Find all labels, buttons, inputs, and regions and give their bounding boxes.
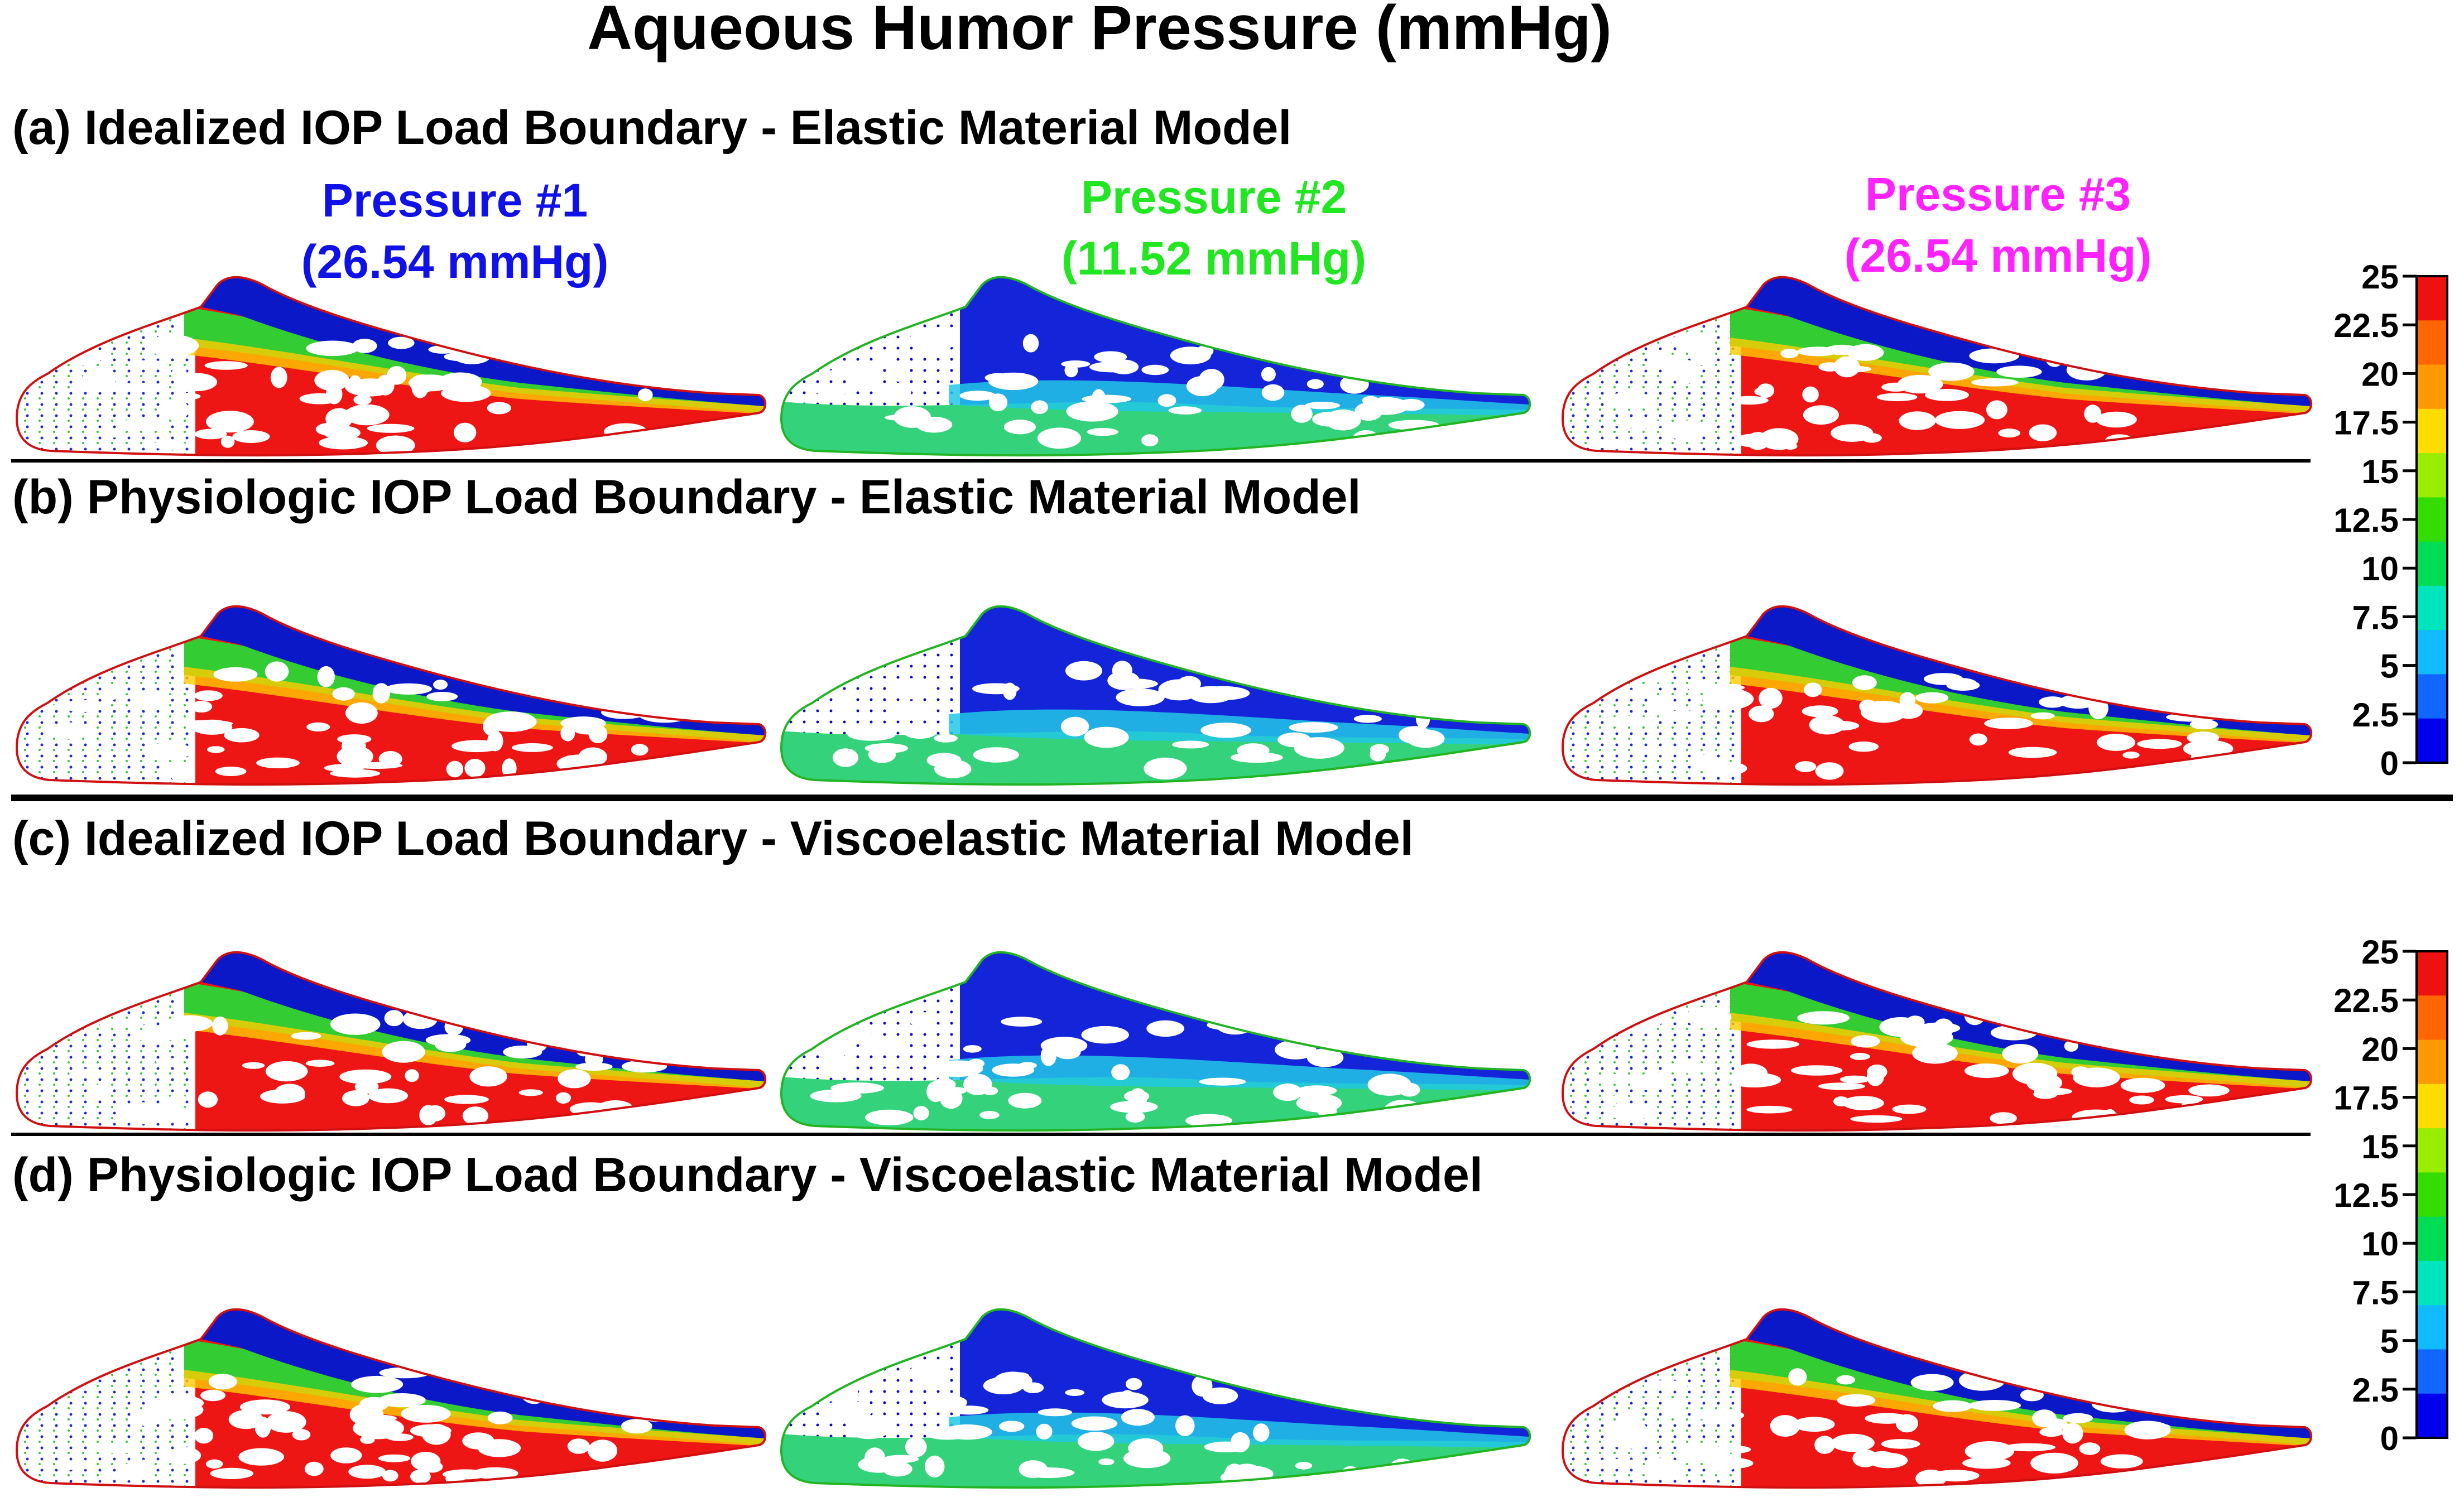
- column-label-pressure-2: Pressure #2: [1081, 171, 1347, 223]
- pressure-map-panel-b-col-2: [780, 605, 1531, 786]
- colorbar-bottom-swatch: [2417, 1260, 2447, 1306]
- colorbar-top: 25 22.5 20 17.5 15 12.5 10 7.5 5 2.5 0: [2333, 258, 2448, 782]
- colorbar-bottom-tick-label: 12.5: [2333, 1177, 2399, 1214]
- colorbar-top-swatch: [2417, 630, 2447, 675]
- colorbar-top-tick-label: 0: [2380, 745, 2399, 782]
- colorbar-bottom-swatch: [2417, 1128, 2447, 1173]
- colorbar-bottom-swatch: [2417, 1349, 2447, 1394]
- colorbar-top-tick-label: 10: [2361, 550, 2399, 588]
- colorbar-bottom-tick-label: 17.5: [2333, 1080, 2399, 1117]
- colorbar-top-tick-label: 22.5: [2333, 307, 2399, 344]
- colorbar-top-swatch: [2417, 541, 2447, 586]
- column-value-pressure-2: (11.52 mmHg): [1062, 232, 1366, 285]
- colorbar-top-swatch: [2417, 674, 2447, 719]
- colorbar-top-tick-label: 15: [2361, 453, 2399, 490]
- colorbar-top-tick-label: 17.5: [2333, 405, 2399, 442]
- colorbar-bottom-tick-label: 15: [2361, 1128, 2399, 1166]
- colorbar-bottom-swatch: [2417, 951, 2447, 996]
- column-label-pressure-1: Pressure #1: [322, 174, 588, 227]
- pressure-map-panel-a-col-1: [15, 276, 767, 457]
- pressure-map-panel-c-col-1: [15, 951, 767, 1132]
- colorbar-top-swatch: [2417, 408, 2447, 454]
- colorbar-bottom-tick-label: 5: [2380, 1323, 2399, 1360]
- column-label-pressure-3: Pressure #3: [1865, 168, 2131, 220]
- pressure-map-panel-d-col-3: [1561, 1308, 2313, 1489]
- pressure-map-panel-d-col-1: [15, 1308, 767, 1489]
- colorbar-top-swatch: [2417, 718, 2447, 763]
- colorbar-bottom-tick-label: 22.5: [2333, 982, 2399, 1019]
- colorbar-top-tick-label: 7.5: [2352, 599, 2399, 636]
- colorbar-bottom-swatch: [2417, 1393, 2447, 1438]
- colorbar-top-swatch: [2417, 276, 2447, 321]
- colorbar-top-swatch: [2417, 497, 2447, 542]
- colorbar-bottom-swatch: [2417, 1305, 2447, 1350]
- pressure-map-panel-c-col-2: [780, 951, 1531, 1132]
- colorbar-bottom-tick-label: 20: [2361, 1031, 2399, 1068]
- colorbar-bottom-tick-label: 25: [2361, 933, 2399, 971]
- pressure-map-panel-a-col-3: [1561, 276, 2313, 457]
- colorbar-bottom-tick-label: 0: [2380, 1420, 2399, 1457]
- figure-title: Aqueous Humor Pressure (mmHg): [587, 0, 1612, 62]
- colorbar-bottom: 25 22.5 20 17.5 15 12.5 10 7.5 5 2.5 0: [2333, 933, 2448, 1457]
- colorbar-top-swatch: [2417, 364, 2447, 410]
- colorbar-bottom-tick-label: 7.5: [2352, 1274, 2399, 1311]
- colorbar-bottom-swatch: [2417, 1039, 2447, 1085]
- colorbar-top-swatch: [2417, 453, 2447, 498]
- colorbar-top-tick-label: 12.5: [2333, 502, 2399, 539]
- colorbar-top-tick-label: 25: [2361, 258, 2399, 296]
- colorbar-bottom-swatch: [2417, 1216, 2447, 1262]
- pressure-maps: [15, 276, 2313, 1489]
- colorbar-top-tick-label: 20: [2361, 355, 2399, 393]
- panel-c-label: (c) Idealized IOP Load Boundary - Viscoe…: [12, 812, 1414, 865]
- colorbar-top-tick-label: 5: [2380, 648, 2399, 685]
- pressure-map-panel-d-col-2: [780, 1308, 1531, 1489]
- panel-a-label: (a) Idealized IOP Load Boundary - Elasti…: [12, 101, 1291, 155]
- colorbar-top-swatch: [2417, 585, 2447, 630]
- panel-d-label: (d) Physiologic IOP Load Boundary - Visc…: [12, 1148, 1483, 1202]
- pressure-map-panel-a-col-2: [780, 276, 1531, 457]
- column-value-pressure-1: (26.54 mmHg): [301, 235, 609, 288]
- colorbar-top-tick-label: 2.5: [2352, 696, 2399, 734]
- colorbar-bottom-tick-label: 2.5: [2352, 1371, 2399, 1409]
- panel-b-label: (b) Physiologic IOP Load Boundary - Elas…: [12, 470, 1361, 524]
- colorbar-bottom-swatch: [2417, 1084, 2447, 1129]
- pressure-map-panel-b-col-3: [1561, 605, 2313, 786]
- pressure-map-panel-b-col-1: [15, 605, 767, 786]
- pressure-map-panel-c-col-3: [1561, 951, 2313, 1132]
- column-value-pressure-3: (26.54 mmHg): [1845, 229, 2152, 282]
- colorbar-bottom-swatch: [2417, 995, 2447, 1041]
- colorbar-top-swatch: [2417, 320, 2447, 365]
- colorbar-bottom-swatch: [2417, 1172, 2447, 1217]
- colorbar-bottom-tick-label: 10: [2361, 1225, 2399, 1263]
